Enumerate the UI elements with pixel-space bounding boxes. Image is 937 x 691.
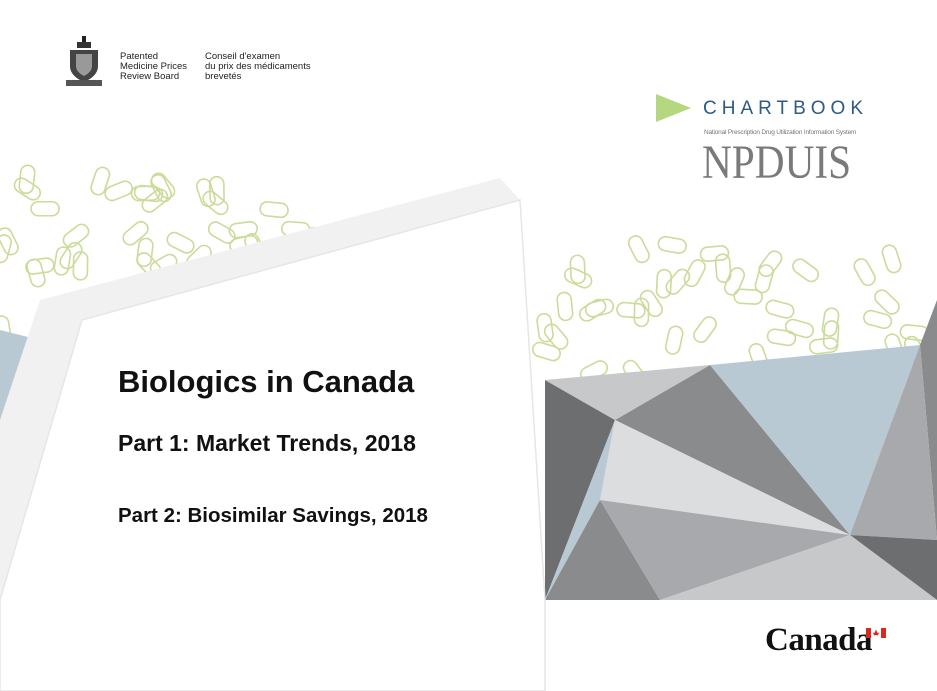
pill-shape bbox=[26, 258, 46, 288]
pill-shape bbox=[202, 190, 229, 216]
triangle-shape bbox=[545, 365, 710, 420]
pill-shape bbox=[569, 254, 586, 285]
subtitle-part-1: Part 1: Market Trends, 2018 bbox=[118, 430, 416, 456]
canada-flag-icon bbox=[866, 628, 886, 638]
pill-shape bbox=[616, 301, 646, 319]
triangle-shape bbox=[660, 535, 937, 600]
pill-shape bbox=[141, 188, 169, 213]
pill-shape bbox=[874, 289, 900, 315]
pill-shape bbox=[863, 309, 893, 330]
pill-shape bbox=[259, 201, 289, 219]
pill-shape bbox=[733, 288, 763, 305]
pill-shape bbox=[150, 174, 173, 203]
npduis-full-name: National Prescription Drug Utilization I… bbox=[704, 129, 857, 136]
pill-shape bbox=[150, 172, 176, 199]
pill-shape bbox=[166, 231, 195, 254]
pill-shape bbox=[136, 237, 154, 268]
pill-shape bbox=[822, 320, 840, 350]
pill-shape bbox=[853, 258, 876, 287]
triangle-shape bbox=[600, 500, 850, 600]
triangle-shape bbox=[615, 365, 850, 535]
chartbook-arrow-icon bbox=[656, 94, 691, 122]
pill-shape bbox=[784, 318, 814, 339]
chartbook-label: CHARTBOOK bbox=[703, 98, 869, 119]
triangle-shape bbox=[920, 300, 937, 540]
pill-shape bbox=[584, 298, 615, 318]
pill-shape bbox=[25, 257, 55, 275]
org-name-french: Conseil d'examen du prix des médicaments… bbox=[205, 51, 311, 82]
pill-shape bbox=[655, 268, 673, 299]
org-name-english: Patented Medicine Prices Review Board bbox=[120, 51, 188, 82]
triangle-shape bbox=[545, 500, 660, 600]
pill-shape bbox=[563, 267, 593, 289]
coat-of-arms-icon bbox=[66, 36, 102, 86]
pill-shape bbox=[766, 328, 797, 347]
pill-shape bbox=[0, 227, 19, 256]
pill-shape bbox=[627, 235, 650, 264]
pill-shape bbox=[72, 251, 89, 281]
document-title: Biologics in Canada bbox=[118, 364, 415, 399]
triangle-shape bbox=[850, 345, 937, 540]
pill-shape bbox=[0, 234, 12, 264]
pill-shape bbox=[723, 267, 745, 296]
subtitle-part-2: Part 2: Biosimilar Savings, 2018 bbox=[118, 504, 428, 527]
pill-shape bbox=[556, 291, 574, 322]
pill-shape bbox=[758, 250, 783, 278]
pill-shape bbox=[665, 268, 691, 295]
pill-shape bbox=[13, 177, 42, 201]
pill-shape bbox=[639, 289, 663, 318]
pill-shape bbox=[881, 244, 902, 274]
pill-shape bbox=[693, 316, 717, 344]
pill-shape bbox=[536, 312, 554, 343]
pill-shape bbox=[657, 235, 687, 254]
pill-shape bbox=[765, 299, 795, 319]
paper-sheet bbox=[0, 199, 546, 691]
pill-shape bbox=[53, 246, 72, 276]
pill-shape bbox=[578, 298, 607, 322]
pill-shape bbox=[714, 253, 732, 283]
canada-wordmark: Canada bbox=[765, 622, 873, 658]
pill-shape bbox=[195, 178, 216, 208]
pill-shape bbox=[104, 180, 133, 202]
pill-shape bbox=[792, 258, 820, 283]
pill-shape bbox=[699, 245, 730, 262]
pill-shape bbox=[18, 164, 36, 195]
pill-shape bbox=[531, 341, 561, 362]
pill-shape bbox=[683, 259, 706, 288]
pill-shape bbox=[30, 200, 60, 217]
triangle-shape bbox=[600, 420, 850, 535]
pill-shape bbox=[543, 323, 569, 350]
pill-shape bbox=[207, 221, 236, 244]
pill-shape bbox=[62, 223, 90, 248]
pill-shape bbox=[90, 166, 111, 196]
pill-shape bbox=[122, 221, 149, 246]
back-paper-sheet bbox=[0, 178, 520, 600]
triangle-shape bbox=[545, 380, 615, 600]
pill-shape bbox=[664, 325, 684, 355]
pill-shape bbox=[59, 242, 83, 270]
npduis-logo: NPDUIS bbox=[702, 136, 852, 189]
triangle-shape bbox=[545, 420, 615, 600]
pill-shape bbox=[754, 264, 774, 294]
